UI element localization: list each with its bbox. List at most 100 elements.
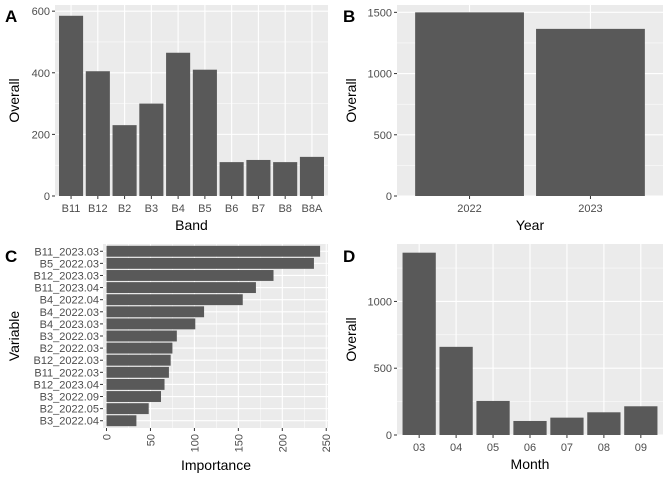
bar-B5 bbox=[192, 69, 217, 196]
panel-a-x-ticks: B11 B12 B2 B3 B4 B5 B6 B7 B8 B8A bbox=[62, 196, 323, 215]
bar-B12_2022.03 bbox=[106, 354, 171, 366]
y-tick-label: B5_2022.03 bbox=[40, 258, 99, 270]
panel-b: B 0 500 1000 1500 2022 2023 Year Overall bbox=[343, 5, 663, 233]
bar-B11_2022.03 bbox=[106, 366, 169, 378]
panel-d-x-axis-title: Month bbox=[511, 456, 550, 472]
x-tick-label: 06 bbox=[524, 442, 536, 454]
x-tick-label: 150 bbox=[233, 434, 245, 452]
y-tick-label: B3_2022.03 bbox=[40, 331, 99, 343]
y-tick-label: 1000 bbox=[368, 296, 392, 308]
x-tick-label: B7 bbox=[252, 203, 265, 215]
bar-B11_2023.03 bbox=[106, 245, 321, 257]
bar-03 bbox=[402, 252, 436, 435]
bar-B4_2022.04 bbox=[106, 294, 243, 306]
y-tick-label: 0 bbox=[44, 191, 50, 203]
panel-b-bars bbox=[415, 12, 645, 196]
bar-2022 bbox=[415, 12, 524, 196]
bar-04 bbox=[439, 346, 473, 435]
y-tick-label: B3_2022.09 bbox=[40, 392, 99, 404]
y-tick-label: B4_2022.04 bbox=[40, 295, 99, 307]
x-tick-label: B4 bbox=[171, 203, 184, 215]
y-tick-label: B4_2023.03 bbox=[40, 319, 99, 331]
y-tick-label: B12_2023.04 bbox=[34, 379, 99, 391]
panel-a-letter: A bbox=[5, 7, 17, 26]
y-tick-label: B4_2022.03 bbox=[40, 307, 99, 319]
x-tick-label: B5 bbox=[198, 203, 211, 215]
bar-B4_2023.03 bbox=[106, 318, 196, 330]
y-tick-label: 1500 bbox=[368, 7, 392, 19]
panel-d-y-ticks: 0 500 1000 bbox=[368, 296, 397, 442]
bar-B7 bbox=[246, 159, 271, 196]
y-tick-label: B11_2023.04 bbox=[34, 283, 99, 295]
panel-d-bars bbox=[402, 252, 658, 435]
y-tick-label: B12_2023.03 bbox=[34, 270, 99, 282]
panel-d-y-axis-title: Overall bbox=[343, 317, 359, 361]
panel-c-letter: C bbox=[5, 247, 17, 266]
bar-B11_2023.04 bbox=[106, 282, 256, 294]
bar-B11 bbox=[59, 15, 84, 197]
x-tick-label: 05 bbox=[487, 442, 499, 454]
x-tick-label: 07 bbox=[561, 442, 573, 454]
x-tick-label: 200 bbox=[277, 434, 289, 452]
panel-c-y-axis-title: Variable bbox=[6, 311, 22, 362]
panel-a-y-ticks: 0 200 400 600 bbox=[32, 6, 55, 203]
panel-a-bars bbox=[59, 15, 324, 197]
bar-B3_2022.04 bbox=[106, 415, 137, 427]
bar-B4_2022.03 bbox=[106, 306, 205, 318]
x-tick-label: B8A bbox=[302, 203, 323, 215]
bar-B3_2022.09 bbox=[106, 391, 162, 402]
y-tick-label: B11_2022.03 bbox=[34, 367, 99, 379]
panel-c-x-ticks: 0 50 100 150 200 250 bbox=[102, 428, 333, 452]
y-tick-label: B11_2023.03 bbox=[34, 246, 99, 258]
bar-08 bbox=[587, 412, 621, 435]
x-tick-label: 2022 bbox=[457, 203, 481, 215]
x-tick-label: 100 bbox=[189, 434, 201, 452]
y-tick-label: 1000 bbox=[368, 69, 392, 81]
panel-c: C B11_2023.03B5_2022.03B12_2023.03B11_20… bbox=[5, 244, 333, 473]
panel-a-x-axis-title: Band bbox=[175, 217, 208, 233]
x-tick-label: 50 bbox=[145, 434, 157, 446]
x-tick-label: B2 bbox=[118, 203, 131, 215]
bar-B5_2022.03 bbox=[106, 257, 314, 269]
x-tick-label: B3 bbox=[145, 203, 158, 215]
bar-B6 bbox=[219, 162, 244, 196]
bar-B12_2023.03 bbox=[106, 270, 274, 281]
panel-c-x-axis-title: Importance bbox=[181, 457, 251, 473]
x-tick-label: 2023 bbox=[578, 203, 602, 215]
bar-B2 bbox=[112, 125, 137, 196]
y-tick-label: 200 bbox=[32, 129, 50, 141]
panel-a: A 0 200 400 600 B11 B12 B2 B3 B4 B5 B6 B7 B8 B8A Ban… bbox=[5, 5, 328, 233]
y-tick-label: 500 bbox=[374, 363, 392, 375]
bar-B3_2022.03 bbox=[106, 330, 177, 342]
bar-06 bbox=[513, 420, 547, 435]
x-tick-label: 04 bbox=[450, 442, 462, 454]
y-tick-label: 400 bbox=[32, 68, 50, 80]
panel-d-letter: D bbox=[343, 247, 355, 266]
bar-B8 bbox=[273, 162, 298, 196]
panel-b-y-axis-title: Overall bbox=[343, 78, 359, 122]
x-tick-label: 03 bbox=[413, 442, 425, 454]
x-tick-label: B12 bbox=[88, 203, 108, 215]
bar-B12_2023.04 bbox=[106, 378, 165, 390]
y-tick-label: 500 bbox=[374, 130, 392, 142]
x-tick-label: 09 bbox=[635, 442, 647, 454]
bar-09 bbox=[624, 406, 658, 435]
x-tick-label: 08 bbox=[598, 442, 610, 454]
panel-b-x-ticks: 2022 2023 bbox=[457, 196, 603, 215]
bar-B4 bbox=[166, 52, 191, 196]
bar-B2_2022.03 bbox=[106, 342, 173, 354]
x-tick-label: B8 bbox=[278, 203, 291, 215]
y-tick-label: B3_2022.04 bbox=[40, 416, 99, 428]
x-tick-label: B11 bbox=[62, 203, 81, 215]
bar-B3 bbox=[139, 103, 164, 196]
y-tick-label: 0 bbox=[386, 430, 392, 442]
x-tick-label: 0 bbox=[102, 434, 114, 440]
panel-c-bars bbox=[106, 245, 321, 427]
bar-07 bbox=[550, 417, 584, 435]
y-tick-label: 0 bbox=[386, 191, 392, 203]
panel-b-y-ticks: 0 500 1000 1500 bbox=[368, 7, 397, 203]
y-tick-label: B12_2022.03 bbox=[34, 355, 99, 367]
x-tick-label: 250 bbox=[321, 434, 333, 452]
bar-B8A bbox=[299, 156, 324, 196]
